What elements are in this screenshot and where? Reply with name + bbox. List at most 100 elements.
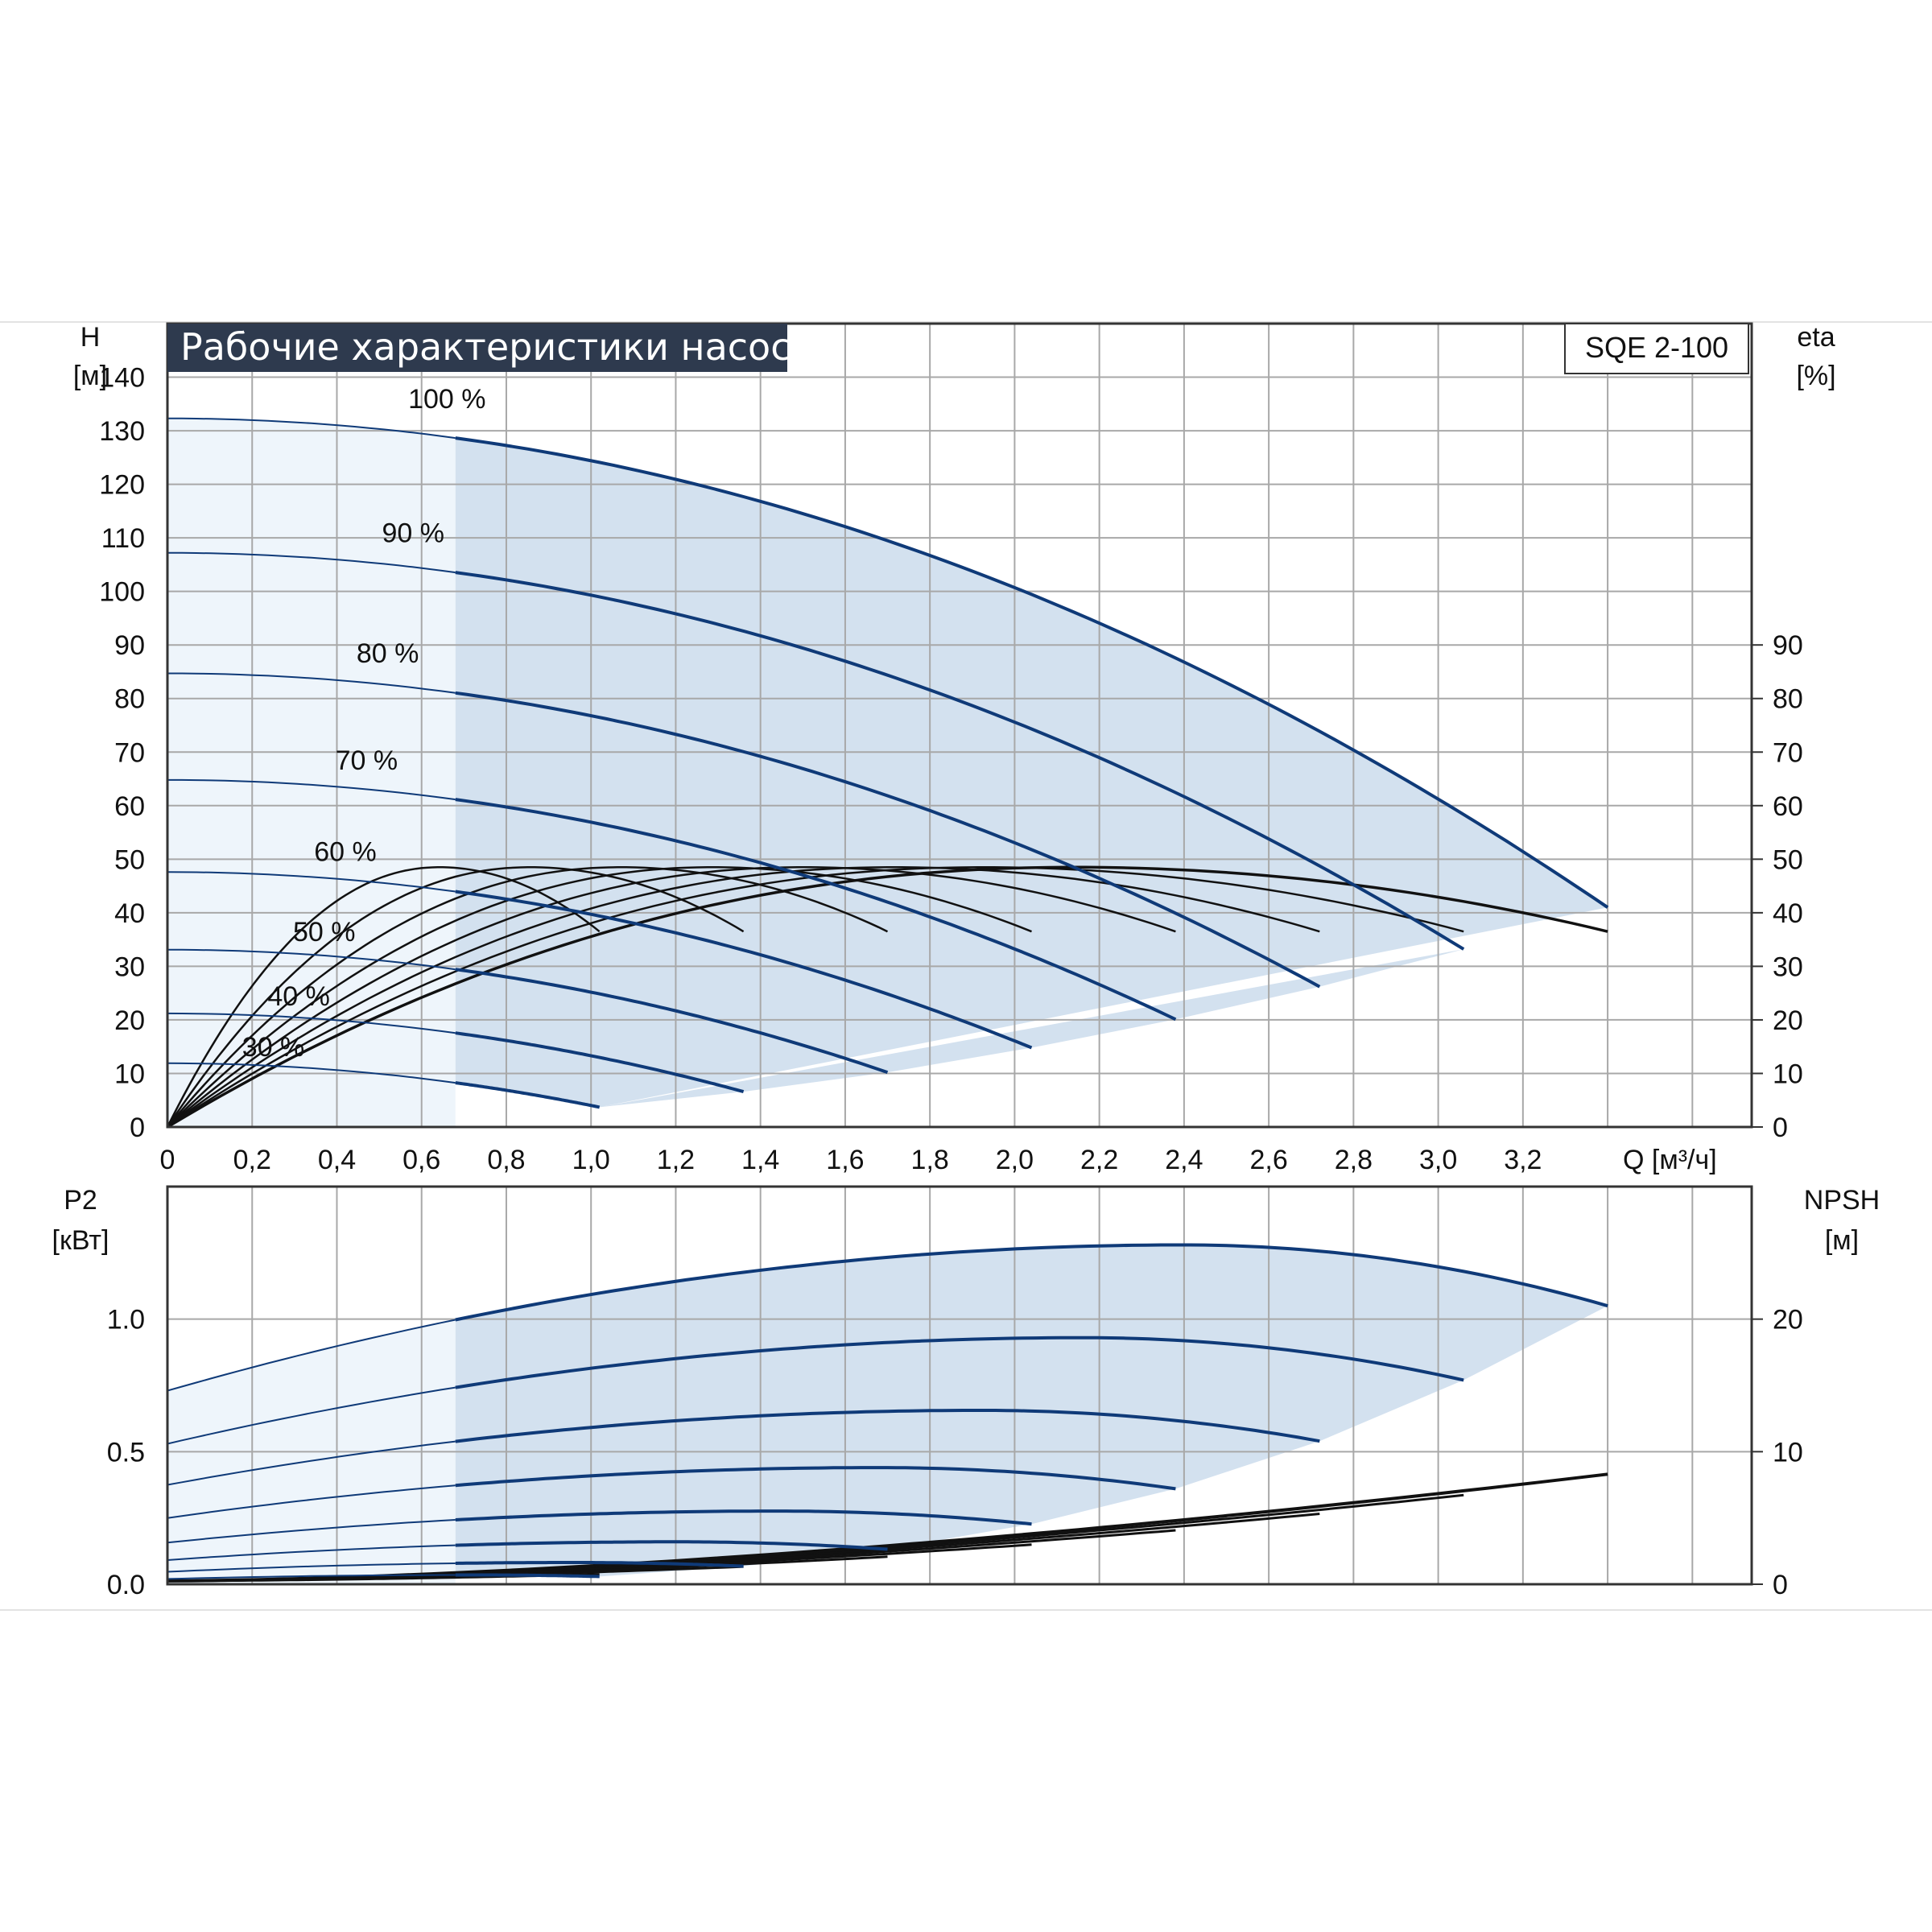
power-curve-low-flow [167, 1440, 456, 1486]
p2-tick-label: 0.5 [107, 1437, 145, 1468]
q-tick-label: 2,6 [1249, 1145, 1287, 1175]
q-axis-label: Q [м³/ч] [1623, 1145, 1717, 1175]
speed-label: 70 % [336, 745, 398, 776]
h-tick-label: 120 [99, 470, 145, 501]
power-curves [167, 1243, 1608, 1580]
head-curve-low-flow [167, 778, 456, 801]
head-curve [455, 890, 1033, 1050]
eta-tick-label: 40 [1773, 898, 1803, 929]
power-curve-low-flow [167, 1544, 456, 1561]
q-tick-label: 1,6 [826, 1145, 864, 1175]
eta-axis-ticks: 0 10 20 30 40 50 60 70 80 90 [1752, 630, 1803, 1143]
q-tick-label: 3,0 [1419, 1145, 1457, 1175]
power-curve-low-flow [167, 1319, 456, 1392]
power-curve [455, 1573, 600, 1579]
speed-label: 50 % [293, 917, 356, 947]
head-curve [455, 798, 1177, 1022]
h-axis-symbol: H [80, 322, 101, 353]
speed-label: 40 % [267, 981, 330, 1012]
q-tick-label: 0,8 [487, 1145, 525, 1175]
head-curve-low-flow [167, 871, 456, 893]
head-curve-low-flow [167, 551, 456, 574]
head-curve [455, 571, 1465, 951]
speed-label: 80 % [357, 638, 419, 669]
h-tick-label: 60 [114, 791, 145, 822]
efficiency-curves [167, 865, 1608, 1127]
power-curve-low-flow [167, 1574, 456, 1580]
q-tick-label: 0,4 [318, 1145, 356, 1175]
head-curves [167, 417, 1609, 1109]
head-chart: 0 10 20 30 40 50 60 70 80 90 100 110 120 130 140 0 10 20… [73, 322, 1836, 1175]
npsh-axis-ticks: 0 10 20 [1752, 1305, 1803, 1600]
q-tick-label: 2,2 [1080, 1145, 1118, 1175]
head-curve [455, 436, 1609, 909]
h-tick-label: 30 [114, 952, 145, 982]
model-box [1564, 323, 1749, 374]
h-tick-label: 90 [114, 630, 145, 661]
speed-label: 30 % [242, 1032, 305, 1063]
eta-tick-label: 10 [1773, 1059, 1803, 1089]
h-axis-ticks: 0 10 20 30 40 50 60 70 80 90 100 110 120 130 140 [99, 363, 145, 1143]
q-tick-label: 2,4 [1165, 1145, 1203, 1175]
q-tick-label: 0,2 [233, 1145, 271, 1175]
p2-axis-ticks: 0.0 0.5 1.0 [107, 1305, 145, 1600]
h-axis-unit: [м] [73, 361, 107, 391]
h-tick-label: 110 [101, 523, 145, 554]
speed-label: 100 % [408, 384, 485, 415]
eta-tick-label: 80 [1773, 684, 1803, 715]
eta-axis-symbol: eta [1797, 322, 1835, 353]
q-tick-label: 1,2 [657, 1145, 695, 1175]
speed-label: 60 % [314, 836, 377, 867]
power-chart-frame [166, 1185, 1753, 1586]
power-curve [455, 1466, 1176, 1491]
head-curve-low-flow [167, 948, 456, 971]
power-chart: 0.0 0.5 1.0 0 10 20 P2 [кВт] NPSH [м] [52, 1185, 1880, 1600]
speed-label: 90 % [382, 518, 444, 548]
q-tick-label: 0,6 [402, 1145, 440, 1175]
head-curve-low-flow [167, 672, 456, 694]
power-curve [455, 1509, 1032, 1526]
power-curve [455, 1409, 1320, 1443]
q-tick-label: 1,0 [572, 1145, 610, 1175]
npsh-axis-unit: [м] [1825, 1225, 1859, 1256]
eta-curve [167, 866, 745, 1127]
h-tick-label: 40 [114, 898, 145, 929]
head-curve [455, 968, 889, 1075]
head-curve-low-flow [167, 417, 456, 440]
h-tick-label: 80 [114, 684, 145, 715]
npsh-tick-label: 10 [1773, 1437, 1803, 1468]
power-curve-low-flow [167, 1563, 456, 1573]
h-tick-label: 10 [114, 1059, 145, 1089]
h-tick-label: 100 [99, 577, 145, 608]
eta-curve [167, 866, 1464, 1127]
q-tick-label: 3,2 [1504, 1145, 1542, 1175]
head-curve [455, 1081, 601, 1109]
eta-tick-label: 0 [1773, 1113, 1788, 1143]
q-tick-label: 1,4 [741, 1145, 779, 1175]
eta-curve [167, 866, 1176, 1127]
q-tick-label: 1,8 [911, 1145, 949, 1175]
power-curve-low-flow [167, 1386, 456, 1445]
q-tick-label: 0 [160, 1145, 175, 1175]
h-tick-label: 50 [114, 844, 145, 875]
h-tick-label: 70 [114, 737, 145, 768]
eta-curve [167, 866, 601, 1127]
power-curve [455, 1335, 1464, 1389]
q-tick-label: 2,8 [1335, 1145, 1373, 1175]
p2-axis-symbol: P2 [64, 1185, 97, 1216]
head-curve [455, 691, 1321, 989]
eta-tick-label: 60 [1773, 791, 1803, 822]
eta-tick-label: 90 [1773, 630, 1803, 661]
h-tick-label: 20 [114, 1005, 145, 1036]
operating-region [455, 438, 1608, 1108]
chart-title: Рабочие характеристики насоса [180, 325, 814, 369]
power-curve [455, 1561, 744, 1568]
low-flow-region [167, 418, 456, 1127]
head-curve-low-flow [167, 1062, 456, 1084]
power-curve [455, 1540, 888, 1551]
npsh-axis-symbol: NPSH [1804, 1185, 1880, 1216]
power-curve-low-flow [167, 1484, 456, 1519]
speed-labels: 100 % 90 % 80 % 70 % 60 % 50 % 40 % 30 % [242, 384, 486, 1063]
model-label: SQE 2-100 [1585, 331, 1728, 364]
eta-axis-unit: [%] [1796, 361, 1835, 391]
